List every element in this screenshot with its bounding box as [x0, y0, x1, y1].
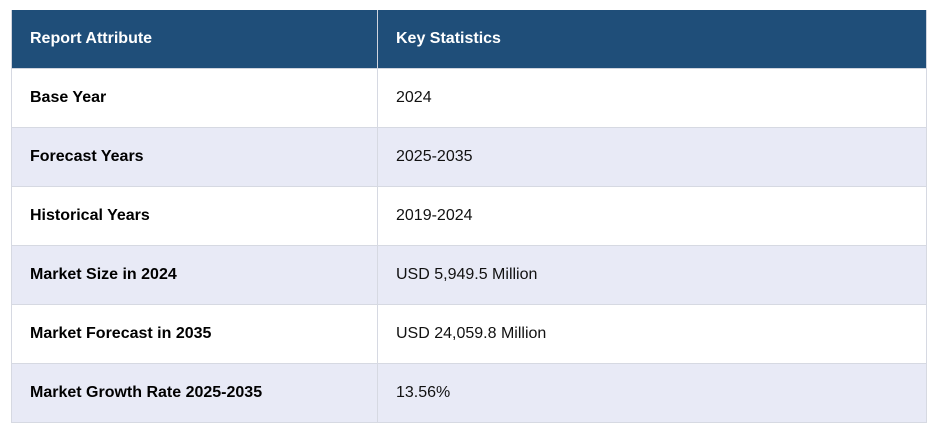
row-attribute-historical-years: Historical Years	[11, 186, 378, 246]
row-value-growth-rate: 13.56%	[377, 363, 927, 423]
table-row: Historical Years 2019-2024	[11, 186, 927, 246]
table-header: Report Attribute Key Statistics	[11, 10, 927, 69]
row-value-historical-years: 2019-2024	[377, 186, 927, 246]
table-row: Base Year 2024	[11, 68, 927, 128]
table-row: Market Growth Rate 2025-2035 13.56%	[11, 363, 927, 423]
report-table: Report Attribute Key Statistics Base Yea…	[11, 10, 927, 423]
table-row: Market Size in 2024 USD 5,949.5 Million	[11, 245, 927, 305]
row-value-market-size: USD 5,949.5 Million	[377, 245, 927, 305]
row-attribute-base-year: Base Year	[11, 68, 378, 128]
row-attribute-market-forecast: Market Forecast in 2035	[11, 304, 378, 364]
table-row: Forecast Years 2025-2035	[11, 127, 927, 187]
header-key-statistics: Key Statistics	[377, 10, 927, 69]
row-attribute-growth-rate: Market Growth Rate 2025-2035	[11, 363, 378, 423]
header-report-attribute: Report Attribute	[11, 10, 378, 69]
row-attribute-forecast-years: Forecast Years	[11, 127, 378, 187]
row-value-market-forecast: USD 24,059.8 Million	[377, 304, 927, 364]
row-attribute-market-size: Market Size in 2024	[11, 245, 378, 305]
table-body: Base Year 2024 Forecast Years 2025-2035 …	[11, 68, 927, 423]
header-row: Report Attribute Key Statistics	[11, 10, 927, 69]
table-row: Market Forecast in 2035 USD 24,059.8 Mil…	[11, 304, 927, 364]
row-value-base-year: 2024	[377, 68, 927, 128]
row-value-forecast-years: 2025-2035	[377, 127, 927, 187]
